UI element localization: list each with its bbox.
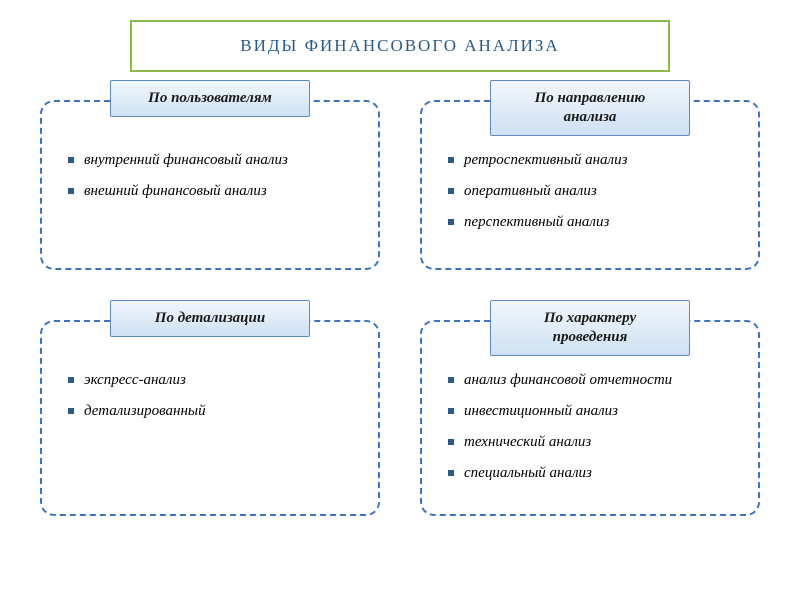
card-item-list: экспресс-анализ детализированный (62, 370, 358, 422)
card-header: По пользователям (110, 80, 310, 117)
card-item: ретроспективный анализ (442, 150, 738, 171)
card-item: внутренний финансовый анализ (62, 150, 358, 171)
category-card: По направлению анализаретроспективный ан… (420, 100, 760, 270)
category-card: По пользователямвнутренний финансовый ан… (40, 100, 380, 270)
cards-grid: По пользователямвнутренний финансовый ан… (30, 100, 770, 516)
category-card: По детализацииэкспресс-анализдетализиров… (40, 320, 380, 516)
card-item-list: анализ финансовой отчетности инвестиционн… (442, 370, 738, 484)
card-header: По направлению анализа (490, 80, 690, 136)
card-item: перспективный анализ (442, 212, 738, 233)
card-item: оперативный анализ (442, 181, 738, 202)
card-item: экспресс-анализ (62, 370, 358, 391)
card-item-list: внутренний финансовый анализ внешний фина… (62, 150, 358, 202)
card-item: специальный анализ (442, 463, 738, 484)
card-item: анализ финансовой отчетности (442, 370, 738, 391)
card-item: инвестиционный анализ (442, 401, 738, 422)
card-item: технический анализ (442, 432, 738, 453)
card-item: внешний финансовый анализ (62, 181, 358, 202)
diagram-title: ВИДЫ ФИНАНСОВОГО АНАЛИЗА (130, 20, 670, 72)
card-header: По детализации (110, 300, 310, 337)
card-item-list: ретроспективный анализ оперативный анализ… (442, 150, 738, 233)
card-header: По характеру проведения (490, 300, 690, 356)
category-card: По характеру проведенияанализ финансовой… (420, 320, 760, 516)
card-item: детализированный (62, 401, 358, 422)
